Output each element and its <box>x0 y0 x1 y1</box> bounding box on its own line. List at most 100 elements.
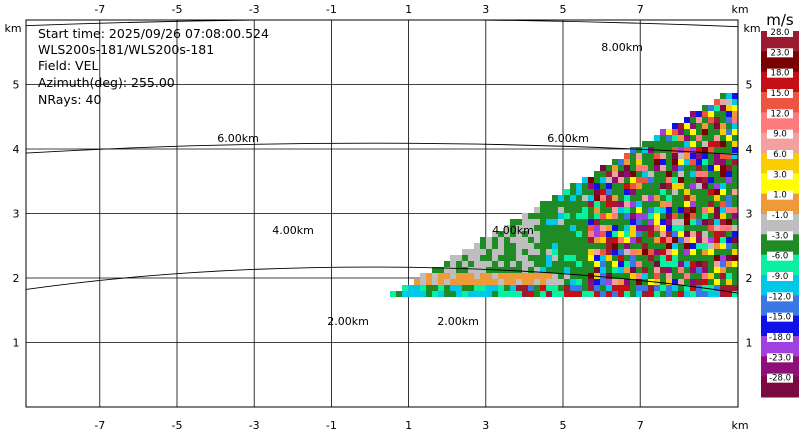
field-cell <box>654 243 660 249</box>
field-cell <box>582 261 588 267</box>
field-cell <box>546 255 552 261</box>
field-cell <box>564 207 570 213</box>
field-cell <box>624 201 630 207</box>
field-cell <box>594 291 600 297</box>
field-cell <box>600 231 606 237</box>
field-cell <box>582 267 588 273</box>
field-cell <box>498 261 504 267</box>
field-cell <box>606 225 612 231</box>
field-cell <box>552 195 558 201</box>
field-cell <box>432 267 438 273</box>
field-cell <box>726 255 732 261</box>
colorbar-label: -3.0 <box>772 231 789 241</box>
field-cell <box>522 219 528 225</box>
field-cell <box>726 237 732 243</box>
field-cell <box>570 255 576 261</box>
field-cell <box>582 255 588 261</box>
field-cell <box>720 279 726 285</box>
x-tick-label-top: -3 <box>249 3 260 16</box>
field-cell <box>678 153 684 159</box>
field-cell <box>660 291 666 297</box>
range-rings <box>26 20 738 294</box>
field-cell <box>702 237 708 243</box>
range-ring-label: 2.00km <box>327 315 369 328</box>
field-cell <box>648 171 654 177</box>
field-cell <box>618 177 624 183</box>
field-cell <box>702 249 708 255</box>
field-cell <box>528 231 534 237</box>
field-cell <box>594 171 600 177</box>
field-cell <box>612 177 618 183</box>
field-cell <box>456 279 462 285</box>
field-cell <box>630 225 636 231</box>
field-cell <box>390 291 396 297</box>
field-cell <box>558 279 564 285</box>
field-cell <box>720 165 726 171</box>
field-cell <box>702 267 708 273</box>
field-cell <box>690 129 696 135</box>
range-ring-label: 6.00km <box>217 132 259 145</box>
field-cell <box>624 231 630 237</box>
field-cell <box>492 261 498 267</box>
field-cell <box>720 123 726 129</box>
field-cell <box>732 243 738 249</box>
colorbar-label-bg <box>767 353 793 363</box>
y-tick-label-right: 1 <box>746 337 753 350</box>
colorbar-label-bg <box>767 109 793 119</box>
field-cell <box>534 267 540 273</box>
y-tick-label-left: 1 <box>13 337 20 350</box>
field-cell <box>672 285 678 291</box>
field-cell <box>654 135 660 141</box>
field-cell <box>702 135 708 141</box>
field-cell <box>576 255 582 261</box>
field-cell <box>582 237 588 243</box>
field-cell <box>672 213 678 219</box>
field-cell <box>624 207 630 213</box>
axis-unit-label: km <box>731 419 748 432</box>
field-cell <box>510 237 516 243</box>
field-cell <box>486 291 492 297</box>
field-cell <box>702 153 708 159</box>
field-cell <box>552 249 558 255</box>
field-cell <box>636 291 642 297</box>
field-cell <box>414 279 420 285</box>
field-cell <box>696 279 702 285</box>
field-cell <box>540 243 546 249</box>
field-cell <box>690 183 696 189</box>
field-cell <box>618 231 624 237</box>
field-cell <box>702 195 708 201</box>
field-cell <box>468 267 474 273</box>
field-cell <box>552 267 558 273</box>
field-cell <box>642 213 648 219</box>
field-cell <box>702 159 708 165</box>
field-cell <box>708 213 714 219</box>
field-cell <box>720 111 726 117</box>
field-cell <box>702 273 708 279</box>
field-cell <box>648 189 654 195</box>
x-tick-label-bottom: 3 <box>482 419 489 432</box>
field-cell <box>516 291 522 297</box>
field-cell <box>642 189 648 195</box>
field-cell <box>660 171 666 177</box>
field-cell <box>714 99 720 105</box>
field-cell <box>462 279 468 285</box>
field-cell <box>684 177 690 183</box>
field-cell <box>732 231 738 237</box>
field-cell <box>618 273 624 279</box>
field-cell <box>636 273 642 279</box>
field-cell <box>612 183 618 189</box>
field-cell <box>606 189 612 195</box>
field-cell <box>480 285 486 291</box>
field-cell <box>672 279 678 285</box>
field-cell <box>636 285 642 291</box>
field-cell <box>612 219 618 225</box>
field-cell <box>546 243 552 249</box>
field-cell <box>690 219 696 225</box>
field-cell <box>600 189 606 195</box>
field-cell <box>702 123 708 129</box>
field-cell <box>708 243 714 249</box>
field-cell <box>636 249 642 255</box>
field-cell <box>480 291 486 297</box>
range-ring-labels: 2.00km 2.00km 4.00km 4.00km 6.00km 6.00km 8.00… <box>217 41 643 328</box>
field-cell <box>708 255 714 261</box>
